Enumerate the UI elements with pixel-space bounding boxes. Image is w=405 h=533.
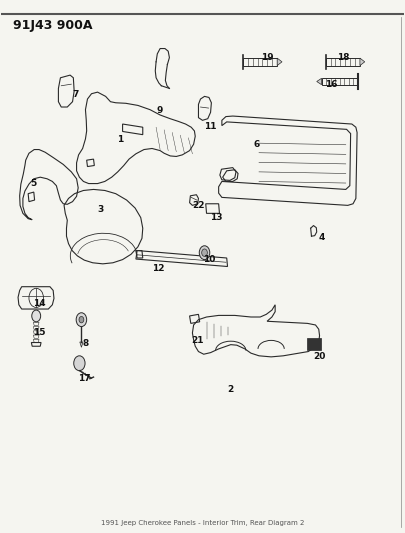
Polygon shape bbox=[277, 58, 282, 66]
Text: 10: 10 bbox=[203, 255, 215, 264]
Text: 5: 5 bbox=[30, 179, 36, 188]
Text: 6: 6 bbox=[254, 140, 260, 149]
Circle shape bbox=[74, 356, 85, 370]
Polygon shape bbox=[80, 342, 83, 348]
Text: 8: 8 bbox=[82, 339, 89, 348]
Circle shape bbox=[199, 246, 210, 260]
Circle shape bbox=[76, 313, 87, 327]
Circle shape bbox=[202, 249, 207, 256]
Polygon shape bbox=[317, 78, 322, 85]
Text: 2: 2 bbox=[228, 385, 234, 394]
Text: 7: 7 bbox=[72, 90, 79, 99]
Text: 9: 9 bbox=[157, 106, 163, 115]
Text: 1: 1 bbox=[117, 135, 123, 144]
Text: 19: 19 bbox=[261, 53, 273, 62]
Polygon shape bbox=[360, 58, 365, 66]
Text: 18: 18 bbox=[337, 53, 350, 62]
Circle shape bbox=[79, 317, 84, 323]
Text: 12: 12 bbox=[152, 264, 164, 272]
Text: 16: 16 bbox=[325, 79, 338, 88]
Text: 14: 14 bbox=[33, 299, 45, 308]
Text: 3: 3 bbox=[97, 205, 104, 214]
Text: 17: 17 bbox=[78, 374, 91, 383]
Circle shape bbox=[32, 310, 40, 322]
Text: 1991 Jeep Cherokee Panels - Interior Trim, Rear Diagram 2: 1991 Jeep Cherokee Panels - Interior Tri… bbox=[101, 520, 304, 526]
Text: 21: 21 bbox=[191, 336, 203, 345]
Text: 91J43 900A: 91J43 900A bbox=[13, 19, 92, 33]
Text: 20: 20 bbox=[313, 352, 326, 361]
Text: 11: 11 bbox=[204, 122, 217, 131]
Text: 15: 15 bbox=[33, 328, 45, 337]
Text: 22: 22 bbox=[192, 201, 205, 210]
Polygon shape bbox=[307, 338, 321, 351]
Text: 4: 4 bbox=[318, 233, 325, 242]
Text: 13: 13 bbox=[209, 213, 222, 222]
